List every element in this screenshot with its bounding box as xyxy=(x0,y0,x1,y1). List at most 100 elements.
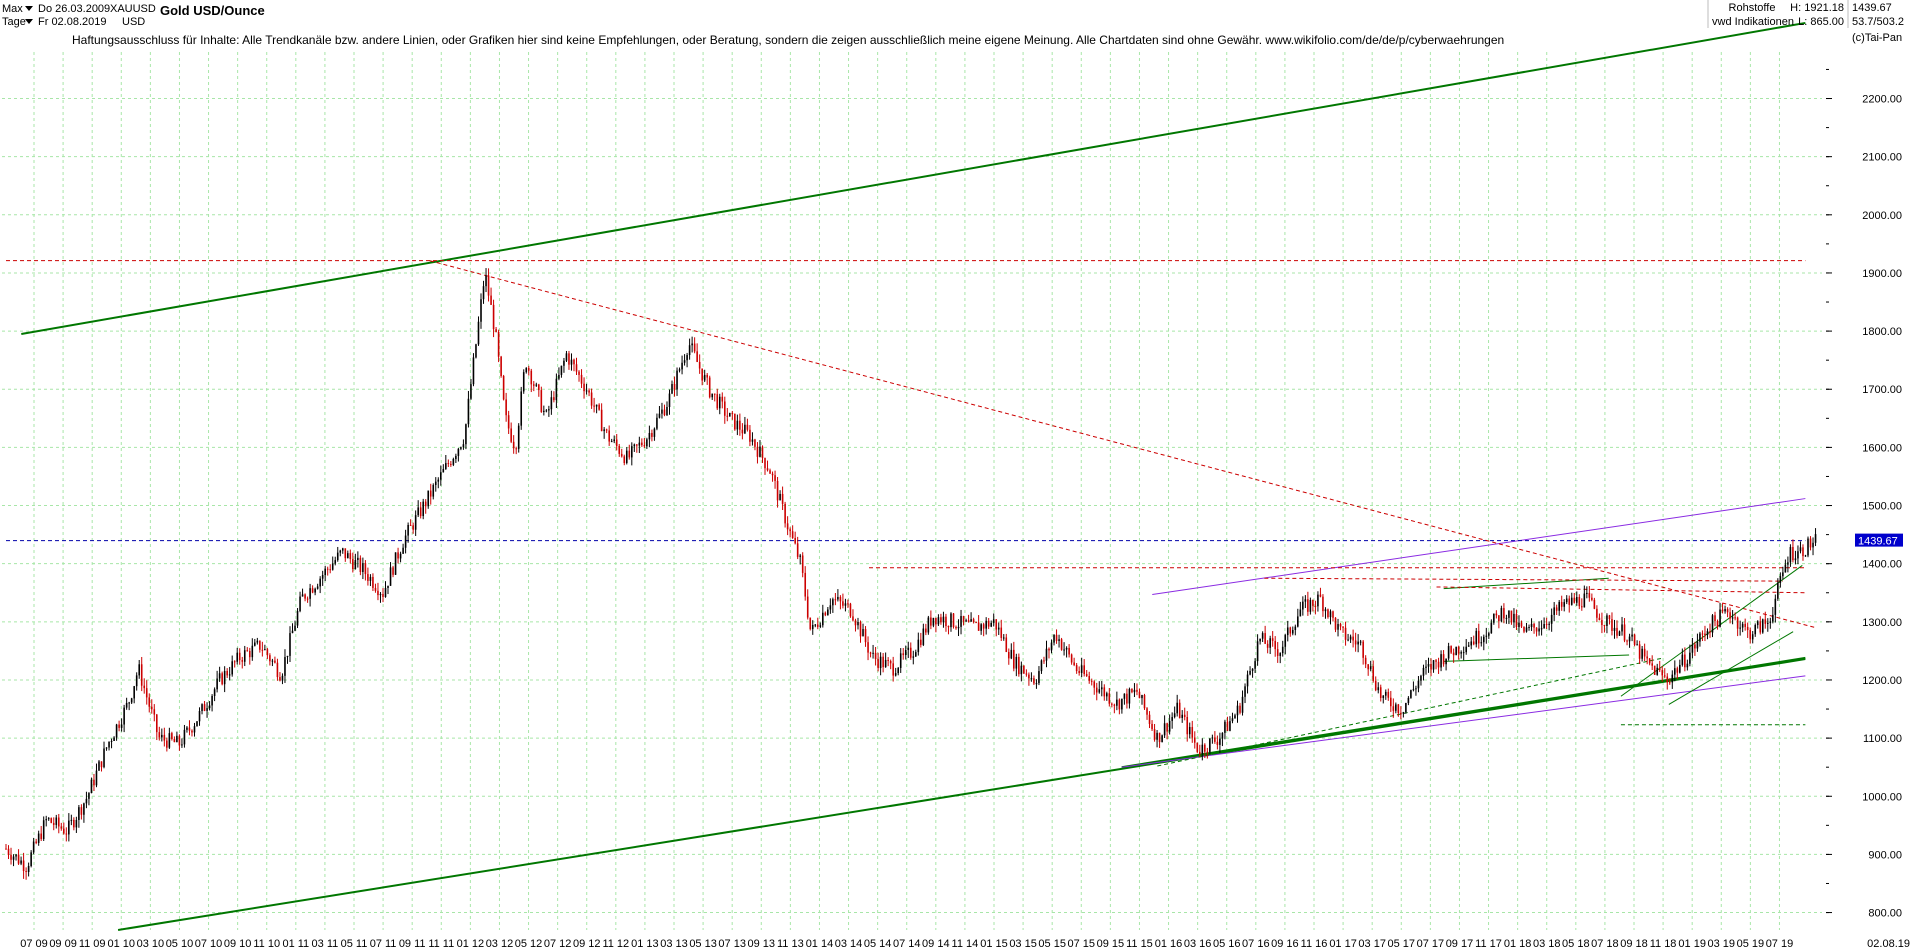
candle-body xyxy=(1131,689,1133,693)
candle-body xyxy=(173,738,176,743)
candle-body xyxy=(804,572,807,597)
candle-body xyxy=(30,852,32,866)
y-tick-label: 1900.00 xyxy=(1862,268,1902,280)
chart-title: Gold USD/Ounce xyxy=(160,3,265,18)
candle-body xyxy=(357,557,359,561)
candle-body xyxy=(1706,631,1709,636)
candle-body xyxy=(676,370,678,390)
candle-body xyxy=(729,412,731,417)
candle-body xyxy=(296,611,299,626)
candle-body xyxy=(389,567,392,586)
candle-body xyxy=(819,625,822,627)
x-tick-label: 03 18 xyxy=(1533,938,1561,950)
candle-body xyxy=(1807,538,1809,556)
candle-body xyxy=(1523,626,1525,632)
candle-body xyxy=(1681,654,1684,665)
candle-body xyxy=(1530,623,1533,627)
candle-body xyxy=(1367,664,1369,670)
candle-body xyxy=(32,841,35,853)
candle-body xyxy=(960,616,962,627)
candle-body xyxy=(1593,599,1596,609)
candle-body xyxy=(1209,738,1211,752)
candle-body xyxy=(228,674,231,676)
candle-body xyxy=(721,396,724,402)
candle-body xyxy=(218,673,221,679)
candle-body xyxy=(517,425,520,450)
candle-body xyxy=(1148,714,1151,724)
candle-body xyxy=(7,848,10,855)
candle-body xyxy=(1623,624,1626,641)
candle-body xyxy=(897,667,900,674)
candle-body xyxy=(455,455,457,460)
candle-body xyxy=(1568,598,1571,605)
candle-body xyxy=(1772,614,1774,622)
candle-body xyxy=(1317,594,1319,607)
candle-body xyxy=(254,642,256,646)
candle-body xyxy=(736,420,739,430)
candle-body xyxy=(95,770,98,786)
candle-body xyxy=(1294,626,1297,631)
dropdown-arrow-icon[interactable] xyxy=(25,19,33,24)
candle-body xyxy=(374,587,377,591)
dropdown-arrow-icon[interactable] xyxy=(25,6,33,11)
candle-body xyxy=(713,393,716,395)
candle-body xyxy=(1342,626,1344,628)
range-mode[interactable]: Max xyxy=(2,3,23,15)
candle-body xyxy=(1141,695,1143,699)
candle-body xyxy=(1460,652,1462,654)
candle-body xyxy=(65,833,68,835)
candle-body xyxy=(590,392,593,406)
candle-body xyxy=(1603,625,1606,627)
candle-body xyxy=(1234,715,1236,719)
candle-body xyxy=(945,616,947,626)
candle-body xyxy=(100,761,103,768)
candle-body xyxy=(399,553,402,559)
candle-body xyxy=(535,384,538,386)
candle-body xyxy=(706,374,708,378)
candle-body xyxy=(264,649,266,651)
candle-body xyxy=(980,624,982,631)
candle-body xyxy=(1216,741,1219,745)
candle-body xyxy=(532,384,535,386)
candle-body xyxy=(1525,627,1528,632)
candle-body xyxy=(909,647,912,658)
candle-body xyxy=(965,620,967,622)
candle-body xyxy=(439,472,442,480)
candle-body xyxy=(93,779,95,786)
candle-body xyxy=(1508,610,1510,618)
x-tick-label: 05 14 xyxy=(864,938,892,950)
candle-body xyxy=(1608,615,1611,620)
candle-body xyxy=(917,639,920,653)
candle-body xyxy=(1588,592,1591,598)
candle-body xyxy=(181,744,183,746)
candle-body xyxy=(1171,717,1173,721)
candle-body xyxy=(1128,689,1131,704)
candle-body xyxy=(465,424,467,445)
candle-body xyxy=(236,652,239,662)
candle-body xyxy=(259,640,261,650)
candle-body xyxy=(20,860,22,864)
candle-body xyxy=(985,620,987,629)
candle-body xyxy=(73,819,75,828)
candle-body xyxy=(618,445,621,454)
x-tick-label: 09 16 xyxy=(1271,938,1299,950)
candle-body xyxy=(1782,572,1784,577)
candle-body xyxy=(588,390,590,393)
candlestick-series xyxy=(5,268,1817,880)
candle-body xyxy=(955,626,957,629)
period-unit[interactable]: Tage xyxy=(2,16,26,28)
x-tick-label: 05 12 xyxy=(515,938,543,950)
candle-body xyxy=(1646,656,1648,659)
candle-body xyxy=(937,617,940,625)
candle-body xyxy=(1480,642,1483,644)
x-tick-label: 11 13 xyxy=(777,938,804,950)
candle-body xyxy=(1548,623,1550,625)
candle-body xyxy=(1387,691,1390,698)
candle-body xyxy=(1354,640,1357,645)
candle-body xyxy=(35,841,37,843)
candle-body xyxy=(485,275,487,287)
candle-body xyxy=(233,661,236,663)
candle-body xyxy=(1472,641,1475,645)
x-tick-label: 11 11 xyxy=(428,938,454,950)
candle-body xyxy=(899,653,902,668)
